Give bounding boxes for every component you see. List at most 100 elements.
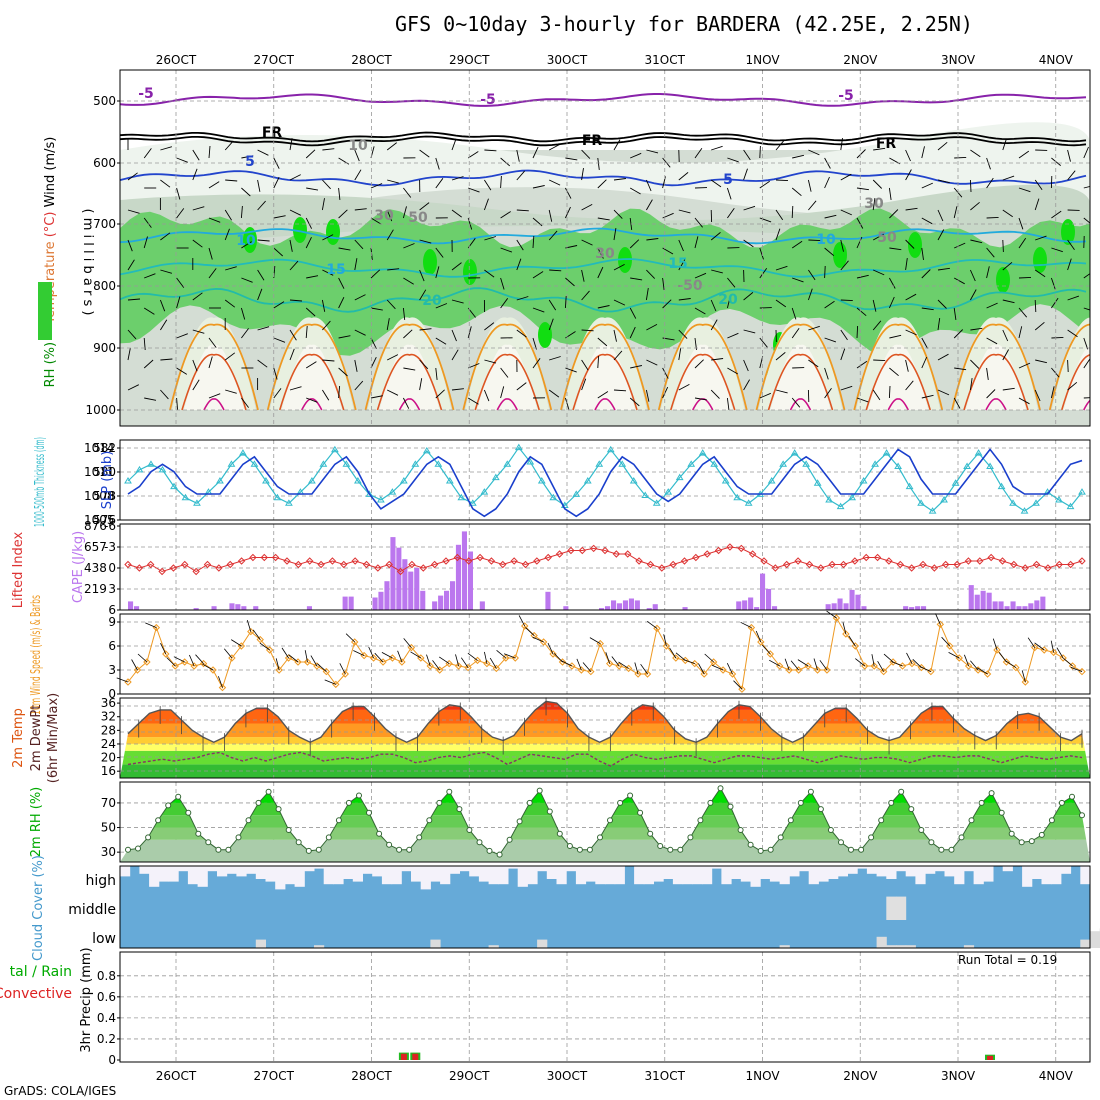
li-point bbox=[192, 567, 200, 576]
wind-barb bbox=[354, 208, 367, 211]
y-tick-label: 70 bbox=[101, 796, 116, 810]
contour-label: 20 bbox=[422, 293, 442, 309]
wind-barb bbox=[597, 305, 610, 309]
li-point bbox=[567, 546, 575, 555]
wind-barb bbox=[273, 301, 285, 309]
thickness-point bbox=[411, 460, 420, 467]
wind-barb bbox=[937, 267, 950, 271]
wind-barb bbox=[451, 329, 457, 342]
cape-bar bbox=[986, 592, 992, 610]
rh-point bbox=[235, 834, 242, 841]
cape-bar bbox=[748, 597, 754, 610]
thickness-point bbox=[491, 473, 500, 481]
cloud-low-bar bbox=[255, 939, 266, 948]
cape-tick-label: 219 bbox=[84, 582, 107, 596]
thickness-point bbox=[285, 499, 293, 506]
wind-barb bbox=[305, 217, 313, 229]
contour-25 bbox=[560, 323, 650, 411]
y-tick-label: 3 bbox=[108, 663, 116, 677]
thickness-point bbox=[997, 482, 1006, 490]
wind-barb bbox=[208, 145, 211, 159]
wind-barb bbox=[743, 329, 756, 334]
contour-30 bbox=[865, 353, 932, 411]
wind-speed-point bbox=[672, 654, 680, 662]
cloud-low-bar bbox=[488, 945, 499, 948]
wind-barb bbox=[889, 334, 902, 339]
cloud-high-clear bbox=[575, 866, 587, 885]
y-tick-label: 600 bbox=[93, 156, 116, 170]
thickness-point bbox=[813, 479, 822, 486]
precip-convective-label: Convective bbox=[0, 986, 72, 1002]
wind-barb bbox=[435, 337, 447, 345]
rh-point bbox=[386, 841, 393, 848]
cloud-middle-bar bbox=[896, 896, 907, 920]
wind-barb bbox=[581, 378, 587, 391]
wind-barb bbox=[402, 397, 410, 409]
wind-barb bbox=[640, 663, 648, 675]
wind-barb bbox=[419, 269, 425, 282]
cape-bar bbox=[622, 600, 628, 610]
wind-barb bbox=[516, 329, 527, 338]
wind-barb bbox=[387, 268, 400, 271]
thickness-point bbox=[871, 460, 879, 467]
wind-barb bbox=[467, 397, 479, 405]
wind-barb bbox=[727, 367, 739, 375]
contour-label: 20 bbox=[718, 292, 738, 308]
cloud-low-bar bbox=[896, 945, 907, 948]
thickness-point bbox=[940, 495, 948, 503]
wind-barb bbox=[208, 393, 221, 399]
y-tick-label: 580 bbox=[93, 465, 116, 479]
cloud-high-clear bbox=[682, 866, 693, 885]
boundary-layer-core bbox=[281, 344, 342, 410]
wind-speed-point bbox=[171, 662, 179, 670]
cape-bar bbox=[467, 551, 473, 610]
rh-point bbox=[155, 817, 162, 824]
wind-barb bbox=[435, 178, 444, 189]
wind-barb bbox=[694, 359, 704, 369]
wind-barb bbox=[953, 277, 965, 285]
rh-point bbox=[165, 802, 172, 809]
li-point bbox=[783, 560, 791, 569]
wind-barb bbox=[613, 389, 627, 392]
wind-barb bbox=[548, 318, 554, 331]
wind-barb bbox=[176, 296, 181, 309]
rh-point bbox=[566, 843, 573, 849]
boundary-layer-core bbox=[184, 344, 244, 410]
wind-barb bbox=[629, 187, 641, 195]
li-point bbox=[714, 546, 723, 555]
wind-barb bbox=[937, 353, 949, 361]
li-point bbox=[1066, 560, 1075, 569]
wind-barb bbox=[525, 627, 535, 636]
wind-speed-point bbox=[709, 658, 718, 666]
wind-barb bbox=[759, 337, 768, 348]
wind-barb bbox=[289, 174, 301, 181]
wind-barb bbox=[840, 385, 853, 391]
thickness-point bbox=[1009, 499, 1017, 506]
cloud-high-clear bbox=[158, 866, 169, 882]
wind-barb bbox=[257, 359, 268, 368]
cloud-high-clear bbox=[546, 866, 557, 879]
contour-25 bbox=[657, 323, 748, 411]
wind-barb bbox=[1002, 209, 1013, 218]
wind-barb bbox=[532, 271, 544, 279]
cape-bar bbox=[563, 606, 569, 610]
wind-barb bbox=[324, 679, 336, 685]
precip-convective-bar bbox=[400, 1053, 407, 1060]
li-point bbox=[158, 567, 166, 576]
wind-barb bbox=[1002, 239, 1004, 253]
wind-barb bbox=[710, 179, 722, 188]
slp-tick-label: 1005 bbox=[84, 513, 115, 527]
thickness-point bbox=[227, 460, 236, 467]
wind-barb bbox=[953, 397, 961, 409]
wind-barb bbox=[435, 266, 440, 279]
thickness-point bbox=[744, 499, 753, 506]
cloud-layer-label: high bbox=[85, 873, 116, 889]
wind-barb bbox=[223, 648, 233, 659]
wind-barb bbox=[432, 660, 441, 671]
contour-30 bbox=[181, 353, 247, 411]
wind-barb bbox=[322, 179, 331, 190]
wind-barb bbox=[160, 358, 173, 361]
wind-barb bbox=[646, 269, 656, 279]
wind-barb bbox=[192, 239, 203, 248]
rh-point bbox=[697, 817, 704, 824]
